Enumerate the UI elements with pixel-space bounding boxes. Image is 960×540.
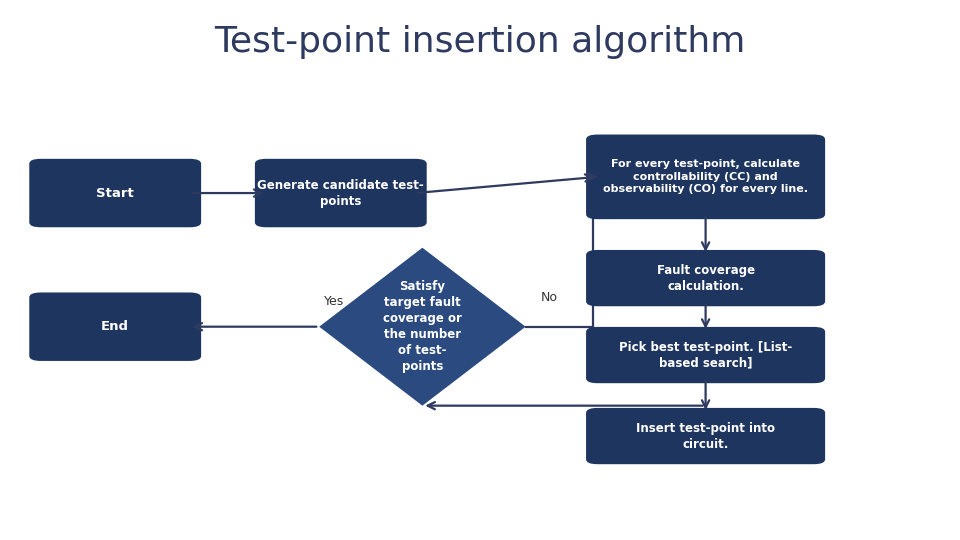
Text: Fault coverage
calculation.: Fault coverage calculation. (657, 264, 755, 293)
Text: H. C. Tsai, K.-T. Cheng, C. J. Lin, and S. Bhawmik, "A hybrid algorithm for test: H. C. Tsai, K.-T. Cheng, C. J. Lin, and … (14, 501, 565, 528)
Text: Test-point insertion algorithm: Test-point insertion algorithm (214, 25, 746, 59)
FancyBboxPatch shape (586, 250, 825, 306)
Text: Insert test-point into
circuit.: Insert test-point into circuit. (636, 422, 775, 450)
Text: Yes: Yes (324, 295, 345, 308)
Text: Generate candidate test-
points: Generate candidate test- points (257, 179, 424, 207)
FancyBboxPatch shape (254, 159, 426, 227)
FancyBboxPatch shape (586, 134, 825, 219)
Text: Start: Start (96, 186, 134, 200)
Text: End: End (101, 320, 130, 333)
Text: 11: 11 (917, 508, 936, 521)
Text: Satisfy
target fault
coverage or
the number
of test-
points: Satisfy target fault coverage or the num… (383, 280, 462, 373)
FancyBboxPatch shape (586, 327, 825, 383)
FancyBboxPatch shape (29, 293, 202, 361)
FancyBboxPatch shape (29, 159, 202, 227)
Text: No: No (541, 292, 558, 305)
Text: Pick best test-point. [List-
based search]: Pick best test-point. [List- based searc… (619, 341, 792, 369)
Text: For every test-point, calculate
controllability (CC) and
observability (CO) for : For every test-point, calculate controll… (603, 159, 808, 194)
Polygon shape (319, 248, 526, 406)
FancyBboxPatch shape (586, 408, 825, 464)
